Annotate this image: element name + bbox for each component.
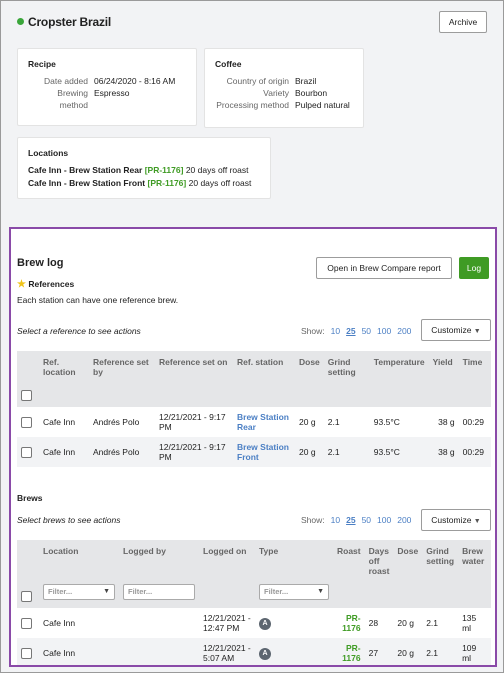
column-header[interactable]: Dose — [393, 540, 423, 608]
column-header[interactable]: Type — [259, 546, 279, 556]
coffee-heading: Coffee — [215, 59, 242, 69]
row-checkbox[interactable] — [21, 617, 32, 629]
page-size-option[interactable]: 25 — [346, 326, 356, 336]
row-checkbox[interactable] — [21, 446, 32, 458]
page-size-option[interactable]: 25 — [346, 515, 356, 525]
select-all-checkbox[interactable] — [21, 591, 32, 602]
page-size-option[interactable]: 100 — [377, 515, 392, 525]
column-header[interactable]: Ref. station — [233, 351, 295, 407]
brews-heading: Brews — [17, 493, 43, 503]
column-header[interactable]: Grind setting — [323, 351, 370, 407]
table-row[interactable]: Cafe Inn Andrés Polo 12/21/2021 - 9:17 P… — [17, 437, 491, 467]
column-header[interactable]: Time — [458, 351, 491, 407]
recipe-row: Date added 06/24/2020 - 8:16 AM — [44, 76, 176, 86]
coffee-card: Coffee Country of origin Brazil Variety Bo… — [204, 48, 364, 128]
select-all-checkbox[interactable] — [21, 390, 32, 401]
page-size-option[interactable]: 50 — [361, 515, 372, 525]
ref-actions-hint: Select a reference to see actions — [17, 326, 141, 336]
location-item: Cafe Inn - Brew Station Front [PR-1176] … — [28, 178, 252, 188]
ref-page-size: Show: 10 25 50 100 200 — [301, 326, 412, 336]
brew-type-badge: A — [259, 647, 271, 660]
roast-link[interactable]: PR-1176 — [333, 638, 365, 665]
brew-log-section: Brew log Open in Brew Compare report Log… — [9, 227, 497, 667]
brews-table: Location Filter... ▼ Logged by Filter... Lo… — [17, 540, 491, 665]
brews-customize-dropdown[interactable]: Customize ▼ — [421, 509, 491, 531]
table-row[interactable]: Cafe Inn 12/21/2021 - 5:07 AM A PR-1176 … — [17, 638, 491, 665]
chevron-down-icon: ▼ — [103, 588, 110, 595]
recipe-heading: Recipe — [28, 59, 56, 69]
page-size-option[interactable]: 50 — [361, 326, 372, 336]
coffee-row: Country of origin Brazil — [226, 76, 317, 86]
references-note: Each station can have one reference brew… — [17, 295, 179, 305]
brew-log-title: Brew log — [17, 257, 64, 269]
brews-actions-hint: Select brews to see actions — [17, 515, 121, 525]
station-link[interactable]: Brew Station Front — [233, 437, 295, 467]
column-header[interactable]: Dose — [295, 351, 324, 407]
locations-heading: Locations — [28, 148, 69, 158]
location-item: Cafe Inn - Brew Station Rear [PR-1176] 2… — [28, 165, 249, 175]
references-table: Ref. location Reference set by Reference… — [17, 351, 491, 467]
column-header[interactable]: Yield — [428, 351, 459, 407]
chevron-down-icon: ▼ — [473, 518, 481, 525]
table-header-row: Location Filter... ▼ Logged by Filter... Lo… — [17, 540, 491, 608]
table-row[interactable]: Cafe Inn 12/21/2021 - 12:47 PM A PR-1176… — [17, 608, 491, 638]
chevron-down-icon: ▼ — [317, 588, 324, 595]
column-header[interactable]: Ref. location — [39, 351, 89, 407]
column-header[interactable]: Temperature — [369, 351, 429, 407]
recipe-row: Brewing method Espresso — [57, 88, 130, 110]
roast-code-link[interactable]: [PR-1176] — [147, 178, 187, 188]
row-checkbox[interactable] — [21, 416, 32, 428]
roast-link[interactable]: PR-1176 — [342, 613, 361, 633]
table-header-row: Ref. location Reference set by Reference… — [17, 351, 491, 407]
column-header[interactable]: Roast — [333, 540, 365, 608]
page-size-option[interactable]: 200 — [397, 326, 412, 336]
recipe-card: Recipe Date added 06/24/2020 - 8:16 AM Br… — [17, 48, 197, 126]
column-header[interactable]: Days off roast — [364, 540, 394, 608]
roast-code-link[interactable]: [PR-1176] — [144, 165, 184, 175]
chevron-down-icon: ▼ — [473, 328, 481, 335]
archive-button[interactable]: Archive — [439, 11, 487, 33]
station-link[interactable]: Brew Station Rear — [237, 412, 289, 432]
column-header[interactable]: Logged on — [203, 546, 247, 556]
brews-page-size: Show: 10 25 50 100 200 — [301, 515, 412, 525]
page-title: Cropster Brazil — [17, 15, 111, 29]
page-size-option[interactable]: 10 — [330, 326, 341, 336]
coffee-row: Variety Bourbon — [263, 88, 328, 98]
page-size-option[interactable]: 100 — [377, 326, 392, 336]
column-header[interactable]: Reference set on — [155, 351, 233, 407]
references-heading: ★ References — [17, 279, 75, 290]
locations-card: Locations Cafe Inn - Brew Station Rear [… — [17, 137, 271, 199]
ref-customize-dropdown[interactable]: Customize ▼ — [421, 319, 491, 341]
logged-by-filter[interactable]: Filter... — [123, 584, 195, 600]
column-header[interactable]: Reference set by — [89, 351, 155, 407]
open-brew-compare-button[interactable]: Open in Brew Compare report — [316, 257, 452, 279]
status-dot-icon — [17, 18, 24, 25]
table-row[interactable]: Cafe Inn Andrés Polo 12/21/2021 - 9:17 P… — [17, 407, 491, 437]
coffee-row: Processing method Pulped natural — [216, 100, 350, 110]
row-checkbox[interactable] — [21, 647, 32, 659]
column-header[interactable]: Logged by — [123, 546, 166, 556]
brew-type-badge: A — [259, 617, 271, 630]
type-filter[interactable]: Filter... ▼ — [259, 584, 329, 600]
column-header[interactable]: Location — [43, 546, 79, 556]
star-icon: ★ — [17, 279, 26, 290]
log-button[interactable]: Log — [459, 257, 489, 279]
page-size-option[interactable]: 10 — [330, 515, 341, 525]
column-header[interactable]: Brew water — [458, 540, 491, 608]
page-size-option[interactable]: 200 — [397, 515, 412, 525]
location-filter[interactable]: Filter... ▼ — [43, 584, 115, 600]
column-header[interactable]: Grind setting — [422, 540, 459, 608]
